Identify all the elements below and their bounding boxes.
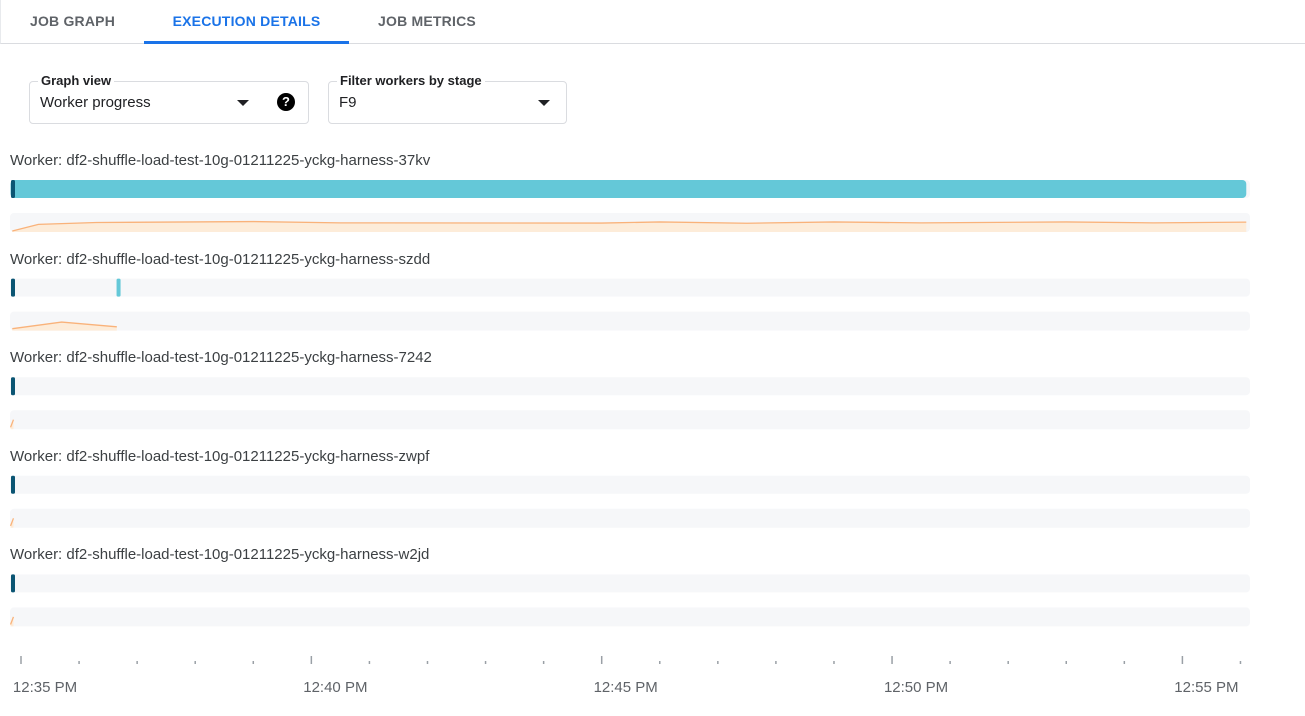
start-marker <box>11 574 15 593</box>
time-axis-label: 12:55 PM <box>1174 679 1239 696</box>
sparkline <box>9 518 15 527</box>
sparkline-track <box>10 607 1250 627</box>
sparkline <box>12 321 117 330</box>
graph-view-select[interactable]: Graph view Worker progress ? <box>29 73 309 124</box>
progress-track <box>10 278 1250 297</box>
sparkline <box>9 419 15 428</box>
chevron-down-icon <box>237 100 249 106</box>
time-axis-label: 12:40 PM <box>303 679 368 696</box>
time-axis-label: 12:50 PM <box>883 679 949 696</box>
start-marker <box>11 278 15 297</box>
sparkline-track <box>10 311 1250 331</box>
sparkline-track <box>10 410 1250 430</box>
progress-track <box>10 475 1250 494</box>
progress-bar <box>10 180 1247 198</box>
start-marker <box>11 475 15 494</box>
help-circle-icon[interactable]: ? <box>277 93 295 111</box>
worker-label: Worker: df2-shuffle-load-test-10g-012112… <box>10 349 432 367</box>
sparkline <box>9 616 15 625</box>
worker-label: Worker: df2-shuffle-load-test-10g-012112… <box>10 152 431 169</box>
progress-track <box>10 377 1250 396</box>
stage-filter-label: Filter workers by stage <box>337 73 485 88</box>
stage-filter-value: F9 <box>339 94 357 111</box>
time-axis-label: 12:45 PM <box>593 679 658 696</box>
tab-execution-details[interactable]: EXECUTION DETAILS <box>144 0 349 44</box>
tab-job-metrics[interactable]: JOB METRICS <box>378 13 476 29</box>
sparkline-area <box>12 322 117 331</box>
graph-view-value: Worker progress <box>40 94 151 111</box>
tab-job-graph[interactable]: JOB GRAPH <box>29 13 116 29</box>
worker-label: Worker: df2-shuffle-load-test-10g-012112… <box>10 447 430 465</box>
start-marker <box>11 180 15 198</box>
start-marker <box>11 377 15 396</box>
time-axis-label: 12:35 PM <box>12 679 78 696</box>
sparkline <box>12 220 1247 232</box>
sparkline-track <box>10 508 1250 528</box>
tab-bar: JOB GRAPH EXECUTION DETAILS JOB METRICS <box>0 0 1305 44</box>
worker-label: Worker: df2-shuffle-load-test-10g-012112… <box>10 546 430 564</box>
progress-track <box>10 574 1250 593</box>
worker-label: Worker: df2-shuffle-load-test-10g-012112… <box>10 250 431 268</box>
stage-filter-select[interactable]: Filter workers by stage F9 <box>328 73 567 124</box>
progress-marker <box>116 278 121 297</box>
chevron-down-icon <box>538 100 550 106</box>
graph-view-label: Graph view <box>38 73 115 88</box>
sparkline-area <box>12 221 1247 232</box>
